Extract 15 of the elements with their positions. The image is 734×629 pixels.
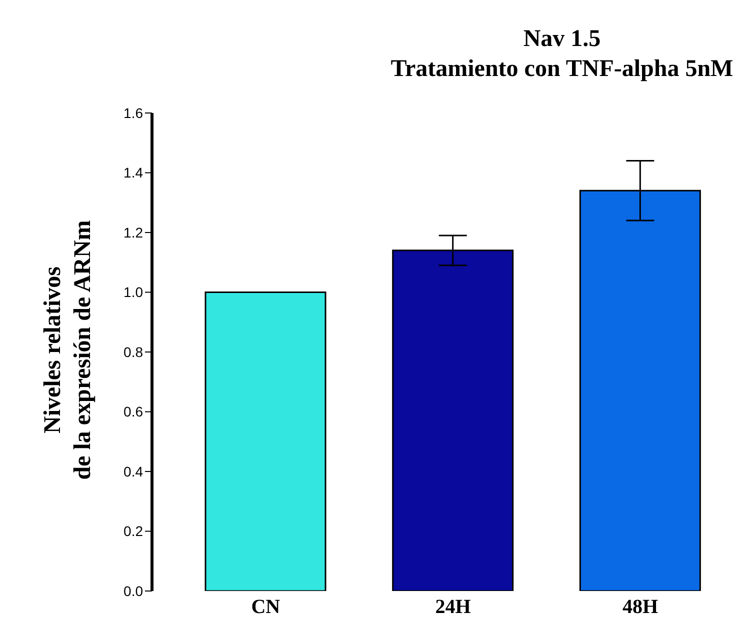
x-tick-label: CN xyxy=(251,596,281,618)
bar xyxy=(204,292,326,591)
y-axis-title: Niveles relativos de la expresión de ARNm xyxy=(39,219,97,482)
chart-title: Nav 1.5 Tratamiento con TNF-alpha 5nM xyxy=(390,25,734,84)
y-tick-label: 0.8 xyxy=(124,344,144,360)
y-tick-label: 0.6 xyxy=(124,404,144,420)
y-tick-label: 1.2 xyxy=(124,224,144,240)
y-tick-label: 1.0 xyxy=(124,284,144,300)
y-tick-label: 0.0 xyxy=(124,582,144,599)
y-tick-label: 1.4 xyxy=(124,164,144,181)
x-tick-label: 48H xyxy=(622,596,659,618)
y-tick-label: 1.6 xyxy=(124,104,144,121)
y-tick-label: 0.2 xyxy=(124,523,144,540)
x-tick-label: 24H xyxy=(435,596,472,618)
y-tick-label: 0.4 xyxy=(124,463,144,480)
